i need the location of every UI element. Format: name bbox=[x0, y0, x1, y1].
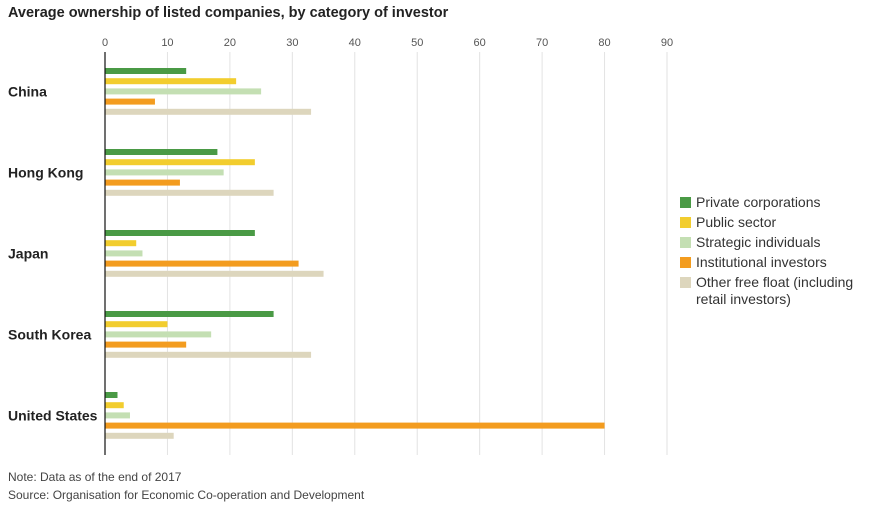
legend-item: Strategic individuals bbox=[680, 234, 873, 251]
category-label: South Korea bbox=[8, 326, 91, 342]
legend-swatch bbox=[680, 217, 691, 228]
chart-title: Average ownership of listed companies, b… bbox=[8, 5, 449, 21]
legend-swatch bbox=[680, 197, 691, 208]
bar bbox=[105, 351, 312, 358]
bar bbox=[105, 331, 212, 338]
bar bbox=[105, 432, 174, 439]
bar bbox=[105, 78, 237, 85]
x-tick-label: 50 bbox=[411, 37, 423, 49]
legend-item: Public sector bbox=[680, 214, 873, 231]
legend-item: Other free float (including retail inves… bbox=[680, 274, 873, 308]
legend-label: Institutional investors bbox=[696, 254, 827, 270]
bar bbox=[105, 179, 180, 186]
bar bbox=[105, 108, 312, 115]
bar bbox=[105, 311, 274, 317]
category-label: Japan bbox=[8, 245, 48, 261]
bar bbox=[105, 321, 168, 328]
bar bbox=[105, 402, 124, 409]
legend-item: Private corporations bbox=[680, 194, 873, 211]
bar bbox=[105, 68, 187, 74]
bar bbox=[105, 250, 143, 257]
bar bbox=[105, 412, 130, 419]
chart-note: Note: Data as of the end of 2017 bbox=[8, 470, 182, 484]
legend-label: Strategic individuals bbox=[696, 234, 821, 250]
bar bbox=[105, 341, 187, 348]
x-tick-label: 90 bbox=[661, 37, 673, 49]
bar bbox=[105, 98, 155, 105]
category-label: Hong Kong bbox=[8, 164, 83, 180]
bar bbox=[105, 189, 274, 196]
legend-item: Institutional investors bbox=[680, 254, 873, 271]
bar bbox=[105, 159, 255, 166]
x-tick-label: 10 bbox=[161, 37, 173, 49]
legend-label: Public sector bbox=[696, 214, 777, 230]
x-tick-label: 80 bbox=[598, 37, 610, 49]
x-tick-label: 60 bbox=[474, 37, 486, 49]
chart-source: Source: Organisation for Economic Co-ope… bbox=[8, 488, 365, 502]
legend-swatch bbox=[680, 237, 691, 248]
bar bbox=[105, 270, 324, 277]
legend: Private corporations Public sector Strateg… bbox=[680, 194, 873, 311]
category-label: United States bbox=[8, 407, 98, 423]
x-tick-label: 0 bbox=[102, 37, 108, 49]
legend-label: Private corporations bbox=[696, 194, 821, 210]
bar bbox=[105, 88, 262, 95]
x-tick-label: 40 bbox=[349, 37, 361, 49]
legend-swatch bbox=[680, 277, 691, 288]
category-label: China bbox=[8, 83, 47, 99]
legend-swatch bbox=[680, 257, 691, 268]
bar bbox=[105, 240, 137, 247]
bar bbox=[105, 149, 218, 155]
bar bbox=[105, 422, 605, 429]
bar bbox=[105, 260, 299, 267]
x-tick-label: 70 bbox=[536, 37, 548, 49]
bar bbox=[105, 169, 224, 176]
bar bbox=[105, 392, 118, 398]
x-tick-label: 30 bbox=[286, 37, 298, 49]
legend-label: Other free float (including retail inves… bbox=[696, 274, 854, 307]
x-tick-label: 20 bbox=[224, 37, 236, 49]
bar bbox=[105, 230, 255, 236]
